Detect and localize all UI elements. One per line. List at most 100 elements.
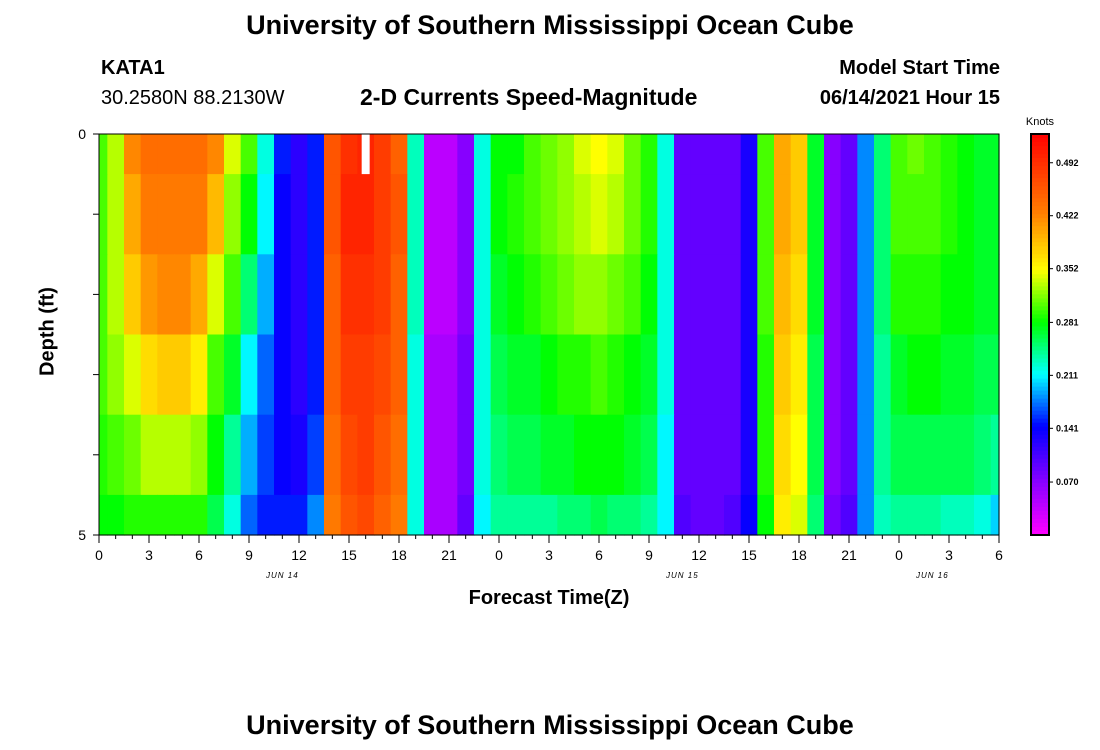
colorbar-segment [1031,470,1049,476]
heatmap-cell [874,334,892,416]
heatmap-cell [924,334,942,416]
heatmap-cell [840,494,858,536]
heatmap-cell [507,494,525,536]
heatmap-cell [957,254,975,336]
heatmap-cell [974,174,992,255]
heatmap-cell [707,174,725,255]
colorbar-segment [1031,306,1049,311]
colorbar-segment [1031,490,1049,496]
colorbar-segment [1031,242,1049,247]
heatmap-cell [174,134,192,175]
colorbar-segment [1031,506,1049,512]
heatmap-cell [407,174,425,255]
model-start-label: Model Start Time [839,57,1000,79]
heatmap-cell [974,414,992,496]
heatmap-cell [390,414,408,496]
heatmap-cell [407,494,425,536]
heatmap-cell [307,334,325,416]
heatmap-cell [107,254,125,336]
heatmap-cell [974,494,992,536]
heatmap-cell [340,414,358,496]
heatmap-cell [640,134,658,175]
colorbar-segment [1031,350,1049,356]
heatmap-cell [907,494,925,536]
heatmap-cell [674,254,692,336]
y-axis: 05 [78,126,99,543]
heatmap-cell [474,134,492,175]
x-tick-label: 3 [945,547,953,563]
heatmap-cell [790,494,808,536]
heatmap-cell [824,414,842,496]
heatmap-cell [190,494,208,536]
heatmap-cell [207,494,225,536]
y-axis-label: Depth (ft) [36,287,59,376]
heatmap-cell [774,134,792,175]
heatmap-cell [907,254,925,336]
heatmap-cell [257,174,275,255]
heatmap-cell [940,414,958,496]
station-id: KATA1 [101,57,165,79]
colorbar-segment [1031,402,1049,408]
heatmap-cell [524,414,542,496]
heatmap-cell [640,174,658,255]
heatmap-cell [290,414,308,496]
missing-cell [361,134,370,175]
heatmap-cell [757,334,775,416]
heatmap-cell [724,254,742,336]
heatmap-cell [790,134,808,175]
heatmap-cell [324,494,342,536]
heatmap-cell [290,254,308,336]
heatmap-cell [957,334,975,416]
heatmap-cell [757,174,775,255]
heatmap-cell [940,174,958,255]
colorbar-segment [1031,230,1049,235]
colorbar-segment [1031,238,1049,243]
heatmap-cell [774,254,792,336]
heatmap-cell [890,134,908,175]
date-label: JUN 14 [265,571,299,580]
colorbar-segment [1031,414,1049,420]
heatmap-cell [157,134,175,175]
x-tick-label: 0 [495,547,503,563]
heatmap-cell [857,134,875,175]
colorbar-segment [1031,370,1049,376]
heatmap-cell [240,134,258,175]
colorbar-segment [1031,146,1049,151]
heatmap-cell [357,254,375,336]
heatmap-cell [424,414,442,496]
heatmap-cell [657,134,675,175]
heatmap-cell [740,134,758,175]
y-tick-label: 5 [78,527,86,543]
heatmap-cell [474,494,492,536]
heatmap-cell [340,134,358,175]
heatmap-cell [490,494,508,536]
colorbar-segment [1031,426,1049,432]
heatmap-cell [707,494,725,536]
colorbar-segment [1031,438,1049,444]
heatmap-cell [107,174,125,255]
colorbar-segment [1031,278,1049,283]
colorbar-segment [1031,450,1049,456]
colorbar-segment [1031,342,1049,348]
colorbar-segment [1031,410,1049,416]
heatmap-cell [407,254,425,336]
heatmap-cell [324,334,342,416]
colorbar-segment [1031,198,1049,203]
heatmap-cell [507,174,525,255]
heatmap-cell [540,254,558,336]
colorbar-segment [1031,186,1049,191]
heatmap-cell [690,174,708,255]
heatmap-cell [440,134,458,175]
heatmap-cell [457,174,475,255]
colorbar-segment [1031,394,1049,400]
heatmap-cell [474,334,492,416]
heatmap-cell [524,134,542,175]
heatmap-cell [607,134,625,175]
heatmap-cell [624,414,642,496]
colorbar-segment [1031,430,1049,436]
heatmap-cell [774,174,792,255]
heatmap-cell [557,134,575,175]
heatmap-cell [790,174,808,255]
station-coords: 30.2580N 88.2130W [101,87,285,109]
heatmap-cell [774,334,792,416]
